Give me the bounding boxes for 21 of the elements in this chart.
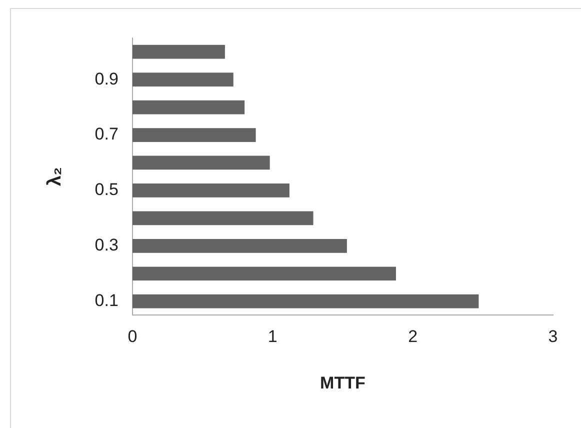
bar (132, 128, 256, 142)
bar (132, 156, 270, 170)
x-tick-label: 2 (408, 327, 418, 346)
bar (132, 266, 396, 281)
x-tick-label: 1 (268, 327, 278, 346)
x-axis-title: MTTF (320, 373, 366, 392)
bar (132, 72, 234, 87)
y-tick-label: 0.5 (94, 180, 118, 200)
bar (132, 100, 245, 114)
y-tick-label: 0.1 (94, 291, 118, 310)
bar (132, 184, 290, 198)
y-tick-label: 0.9 (94, 69, 118, 88)
x-tick-label: 0 (128, 327, 138, 346)
x-tick-label: 3 (548, 327, 558, 346)
y-tick-label: 0.7 (94, 124, 118, 144)
bar (132, 294, 479, 308)
y-tick-label: 0.3 (94, 236, 118, 255)
y-axis-title: λ₂ (44, 167, 66, 186)
bar (132, 238, 347, 253)
bar (132, 211, 314, 226)
bar (132, 44, 225, 59)
